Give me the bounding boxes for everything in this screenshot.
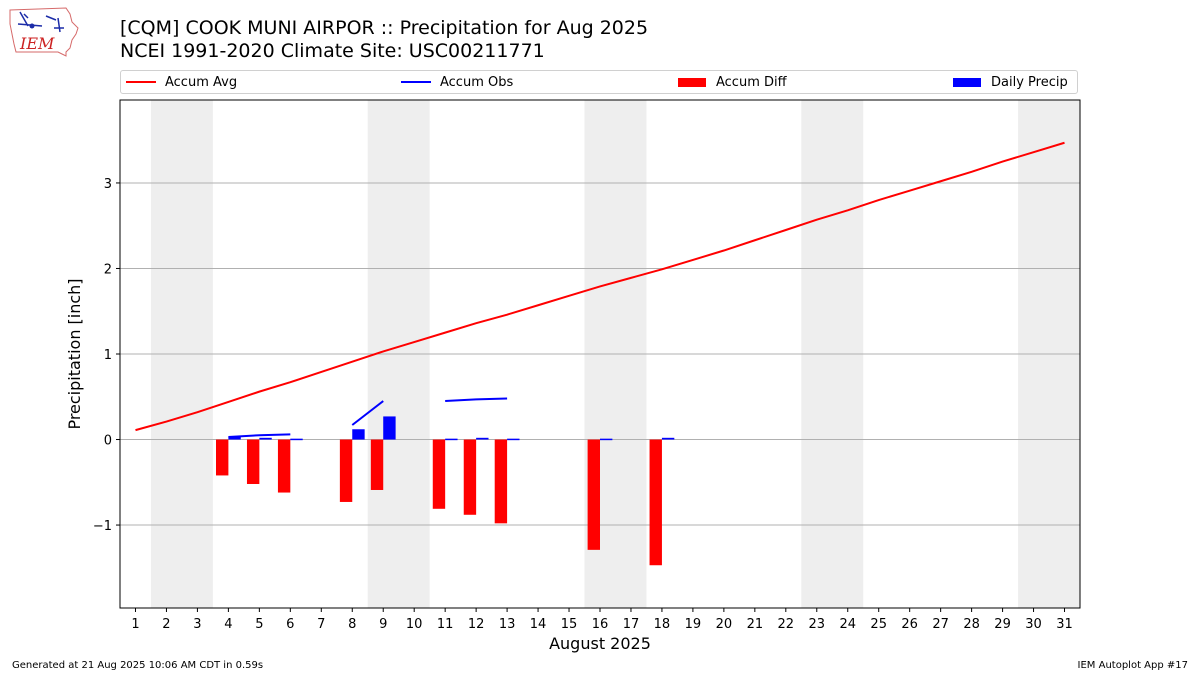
y-tick-label: −1 (93, 519, 112, 534)
daily-precip-bar (383, 416, 396, 440)
daily-precip-bar (445, 438, 458, 441)
accum-diff-bar (277, 439, 291, 493)
x-tick-label: 15 (561, 617, 578, 632)
accum-diff-bar (246, 439, 260, 484)
x-tick-label: 10 (406, 617, 423, 632)
x-tick-label: 23 (809, 617, 826, 632)
x-tick-label: 20 (716, 617, 733, 632)
x-tick-label: 28 (963, 617, 980, 632)
series-lines (135, 141, 1065, 438)
x-tick-label: 26 (901, 617, 918, 632)
accum-avg-line (135, 141, 1065, 432)
legend-label: Accum Diff (716, 74, 787, 90)
y-tick-label: 0 (104, 434, 112, 449)
x-tick-label: 16 (592, 617, 609, 632)
x-tick-label: 17 (623, 617, 640, 632)
legend: Accum Avg Accum Obs Accum Diff Daily Pre… (120, 70, 1078, 94)
accum-obs-line (351, 400, 384, 426)
generated-timestamp: Generated at 21 Aug 2025 10:06 AM CDT in… (12, 660, 264, 671)
x-tick-label: 27 (932, 617, 949, 632)
x-tick-label: 9 (379, 617, 387, 632)
accum-diff-bar (370, 439, 384, 490)
y-tick-label: 3 (104, 177, 112, 192)
x-tick-label: 8 (348, 617, 356, 632)
weather-station-icon (17, 11, 64, 33)
x-tick-label: 12 (468, 617, 485, 632)
daily-precip-bar (290, 438, 303, 441)
x-tick-label: 29 (994, 617, 1011, 632)
x-tick-label: 22 (778, 617, 795, 632)
x-tick-label: 11 (437, 617, 454, 632)
x-tick-label: 19 (685, 617, 702, 632)
x-tick-label: 31 (1056, 617, 1073, 632)
chart-subtitle: NCEI 1991-2020 Climate Site: USC00211771 (120, 40, 545, 62)
accum-diff-bar (587, 439, 600, 550)
x-tick-label: 2 (162, 617, 170, 632)
iem-logo-text: IEM (19, 34, 55, 53)
x-axis: 1 2 3 4 5 6 7 8 9 10 11 12 13 14 15 16 17 18 19 20 21 22 23 24 2… (131, 608, 1073, 632)
legend-swatch (678, 77, 706, 87)
daily-precip-bar (228, 436, 241, 440)
x-tick-label: 18 (654, 617, 671, 632)
legend-label: Daily Precip (991, 74, 1068, 90)
legend-swatch (953, 77, 981, 87)
app-label: IEM Autoplot App #17 (1077, 660, 1188, 671)
x-tick-label: 21 (747, 617, 764, 632)
accum-diff-bar (649, 439, 662, 566)
x-tick-label: 25 (870, 617, 887, 632)
accum-diff-bar (463, 439, 477, 515)
x-tick-label: 30 (1025, 617, 1042, 632)
x-tick-label: 7 (317, 617, 325, 632)
accum-obs-line (445, 397, 508, 403)
daily-precip-bar (352, 429, 365, 440)
legend-item-accum-avg: Accum Avg (126, 71, 237, 93)
daily-precip-bar (661, 437, 675, 440)
legend-item-accum-obs: Accum Obs (401, 71, 513, 93)
accum-diff-bar (494, 439, 508, 524)
y-tick-label: 1 (104, 348, 112, 363)
legend-item-accum-diff: Accum Diff (678, 71, 787, 93)
legend-swatch (126, 81, 156, 83)
x-tick-label: 13 (499, 617, 516, 632)
iem-logo: IEM (9, 7, 79, 57)
x-tick-label: 24 (839, 617, 856, 632)
y-tick-label: 2 (104, 262, 112, 277)
x-tick-label: 6 (286, 617, 294, 632)
daily-precip-bar (507, 438, 520, 441)
accum-diff-bar (339, 439, 353, 502)
daily-precip-bar (600, 438, 613, 441)
legend-label: Accum Avg (165, 74, 238, 90)
y-axis-label: Precipitation [inch] (65, 278, 84, 429)
iowa-outline-icon (9, 7, 79, 57)
x-axis-label: August 2025 (549, 634, 651, 653)
accum-diff-bar (432, 439, 446, 509)
legend-label: Accum Obs (440, 74, 514, 90)
x-tick-label: 3 (193, 617, 201, 632)
legend-item-daily-precip: Daily Precip (953, 71, 1068, 93)
x-tick-label: 5 (255, 617, 263, 632)
accum-obs-line (228, 433, 291, 438)
accum-diff-bar (216, 439, 229, 476)
x-tick-label: 1 (131, 617, 139, 632)
x-tick-label: 14 (530, 617, 547, 632)
x-tick-label: 4 (224, 617, 232, 632)
legend-swatch (401, 81, 431, 83)
chart-title: [CQM] COOK MUNI AIRPOR :: Precipitation … (120, 17, 649, 39)
y-axis: −1 0 1 2 3 (93, 177, 120, 534)
daily-precip-bar (476, 437, 489, 440)
bars (216, 416, 675, 566)
daily-precip-bar (259, 437, 272, 440)
